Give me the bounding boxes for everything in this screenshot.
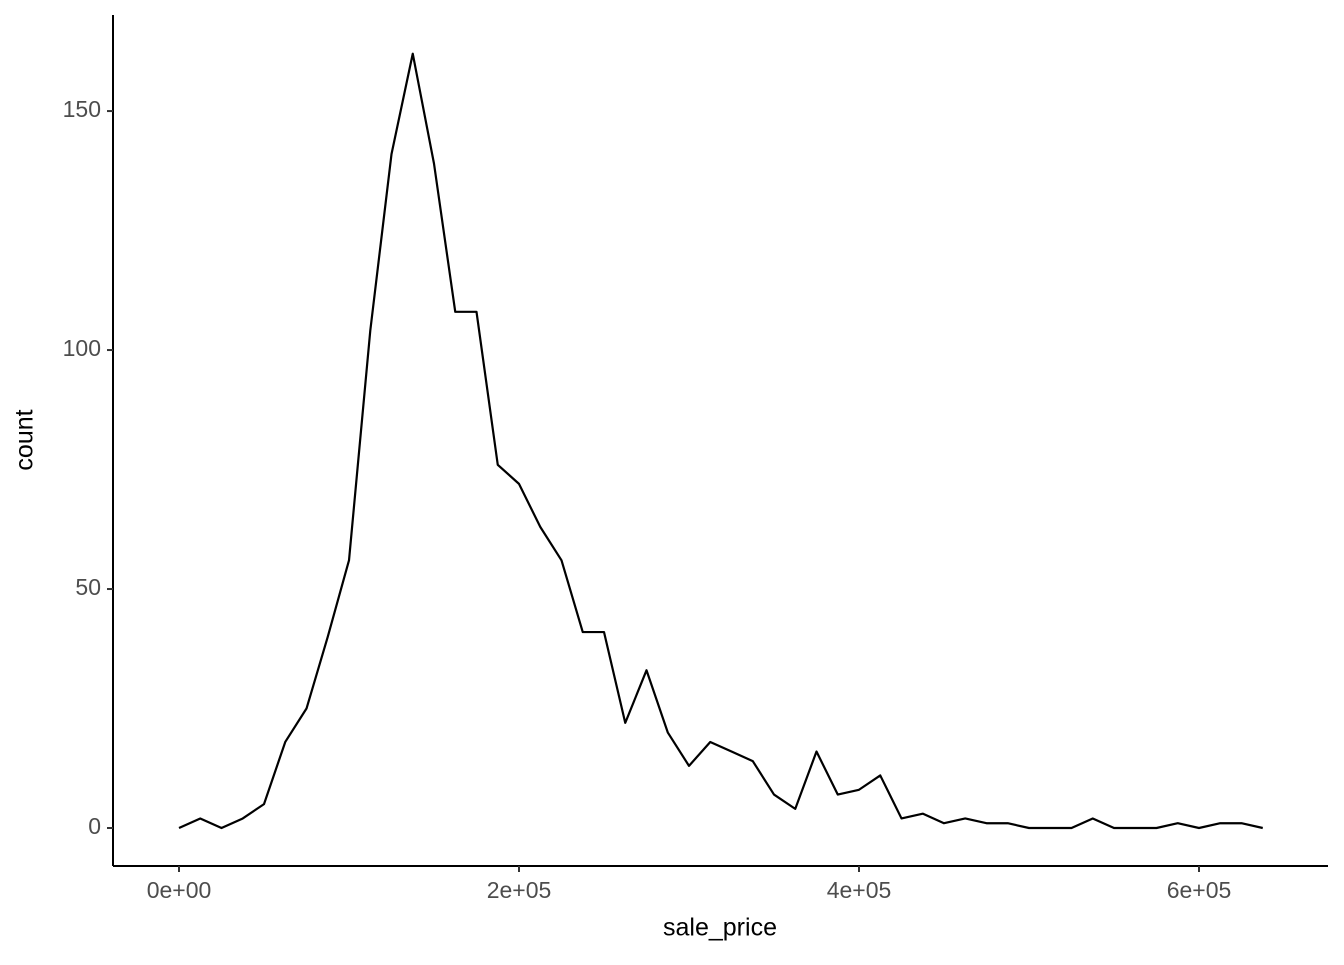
y-axis-title: count bbox=[11, 409, 39, 470]
y-tick-label: 100 bbox=[63, 335, 101, 361]
x-tick-label: 6e+05 bbox=[1167, 877, 1232, 903]
y-tick-label: 0 bbox=[88, 813, 101, 839]
x-axis-title: sale_price bbox=[663, 914, 777, 942]
y-tick-label: 150 bbox=[63, 96, 101, 122]
x-tick-label: 4e+05 bbox=[827, 877, 892, 903]
y-tick-label: 50 bbox=[75, 574, 101, 600]
x-tick-label: 0e+00 bbox=[147, 877, 212, 903]
x-tick-label: 2e+05 bbox=[487, 877, 552, 903]
line bbox=[178, 52, 1263, 830]
